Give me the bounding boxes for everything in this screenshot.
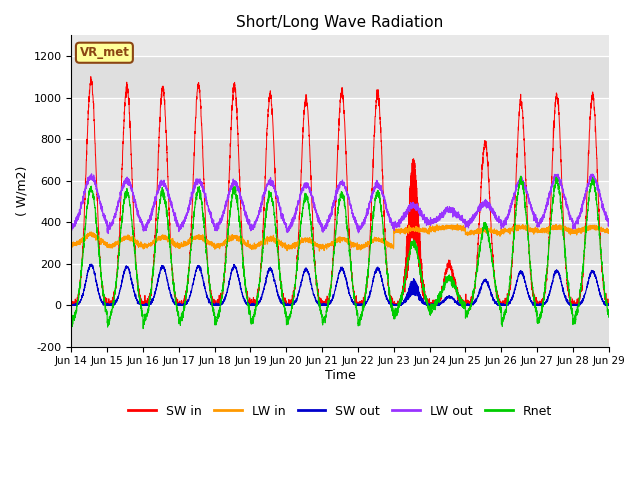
- SW in: [164, 188, 172, 194]
- SW in: [87, 74, 95, 80]
- LW out: [164, 190, 172, 196]
- Rnet: [605, 314, 612, 320]
- LW in: [491, 229, 499, 235]
- Y-axis label: ( W/m2): ( W/m2): [15, 166, 28, 216]
- LW in: [68, 243, 76, 249]
- LW out: [320, 226, 328, 231]
- SW in: [320, 299, 328, 304]
- Text: VR_met: VR_met: [79, 46, 129, 59]
- SW out: [431, 302, 438, 308]
- LW in: [604, 230, 612, 236]
- LW in: [320, 243, 328, 249]
- Rnet: [461, 300, 468, 306]
- LW out: [104, 230, 112, 236]
- Rnet: [68, 321, 76, 327]
- Bar: [72, 56, 609, 97]
- Line: Rnet: Rnet: [72, 176, 609, 329]
- LW out: [604, 217, 612, 223]
- SW in: [604, 302, 612, 308]
- SW out: [68, 302, 76, 308]
- Rnet: [491, 279, 499, 285]
- Line: LW in: LW in: [72, 224, 609, 251]
- SW in: [491, 280, 499, 286]
- LW in: [461, 227, 468, 232]
- SW out: [491, 298, 499, 304]
- Rnet: [604, 307, 612, 312]
- SW in: [68, 302, 76, 308]
- LW in: [431, 225, 438, 230]
- Line: SW out: SW out: [72, 264, 609, 305]
- LW out: [431, 218, 438, 224]
- SW out: [604, 302, 612, 308]
- Legend: SW in, LW in, SW out, LW out, Rnet: SW in, LW in, SW out, LW out, Rnet: [124, 400, 557, 423]
- SW out: [320, 302, 328, 308]
- SW in: [605, 302, 612, 308]
- LW in: [316, 248, 323, 254]
- LW out: [605, 218, 612, 224]
- Line: LW out: LW out: [72, 174, 609, 233]
- SW out: [164, 281, 172, 287]
- LW out: [68, 225, 76, 230]
- X-axis label: Time: Time: [324, 369, 355, 382]
- LW out: [461, 216, 468, 222]
- SW in: [68, 301, 76, 307]
- Rnet: [517, 173, 525, 179]
- SW in: [461, 302, 468, 308]
- LW in: [605, 229, 612, 235]
- Bar: [72, 222, 609, 264]
- LW out: [88, 171, 95, 177]
- Bar: [72, 139, 609, 180]
- Line: SW in: SW in: [72, 77, 609, 305]
- SW out: [605, 302, 612, 308]
- Rnet: [431, 304, 438, 310]
- SW out: [87, 261, 95, 267]
- SW out: [461, 302, 468, 308]
- SW out: [68, 302, 76, 308]
- LW in: [164, 237, 172, 242]
- Title: Short/Long Wave Radiation: Short/Long Wave Radiation: [236, 15, 444, 30]
- SW in: [431, 301, 438, 307]
- Bar: [72, 305, 609, 347]
- Rnet: [164, 221, 172, 227]
- Rnet: [320, 317, 328, 323]
- LW out: [491, 215, 499, 221]
- Rnet: [140, 326, 147, 332]
- LW in: [454, 221, 461, 227]
